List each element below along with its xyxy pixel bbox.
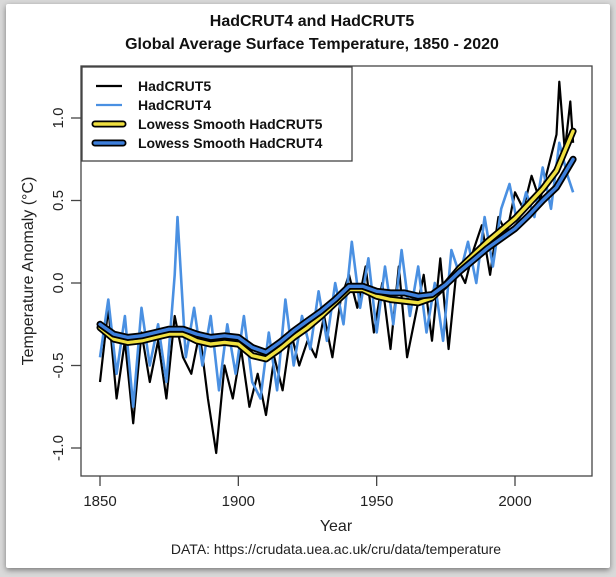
chart-subtitle: Global Average Surface Temperature, 1850… bbox=[125, 36, 499, 53]
hadcrut4-series-line bbox=[98, 141, 575, 409]
legend-label: Lowess Smooth HadCRUT4 bbox=[138, 135, 323, 151]
legend: HadCRUT5 HadCRUT4 Lowess Smooth HadCRUT5 Lo… bbox=[81, 66, 353, 162]
y-tick-label: 0.5 bbox=[50, 190, 67, 211]
legend-item: HadCRUT4 bbox=[96, 97, 211, 113]
y-tick-label: -1.0 bbox=[50, 435, 67, 461]
chart-title: HadCRUT4 and HadCRUT5 bbox=[210, 13, 415, 30]
lowess-hadcrut4-series bbox=[96, 155, 577, 356]
legend-label: HadCRUT4 bbox=[138, 97, 211, 113]
legend-item: HadCRUT5 bbox=[96, 78, 211, 94]
y-tick-label: 0.0 bbox=[50, 273, 67, 294]
lowess-hadcrut4-series-line bbox=[98, 157, 575, 354]
legend-label: HadCRUT5 bbox=[138, 78, 211, 94]
x-tick-label: 2000 bbox=[498, 493, 531, 510]
x-tick-label: 1900 bbox=[222, 493, 255, 510]
axes-layer: 1850 1900 1950 2000 -1.0 -0.5 0.0 0.5 1.0 bbox=[50, 108, 532, 510]
x-tick-label: 1950 bbox=[360, 493, 393, 510]
x-axis-label: Year bbox=[320, 518, 353, 535]
y-tick-label: 1.0 bbox=[50, 108, 67, 129]
x-tick-label: 1850 bbox=[83, 493, 116, 510]
legend-box bbox=[81, 66, 353, 162]
data-source-credit: DATA: https://crudata.uea.ac.uk/cru/data… bbox=[171, 541, 501, 557]
series-layer bbox=[96, 80, 577, 455]
legend-item: Lowess Smooth HadCRUT4 bbox=[91, 135, 323, 151]
y-axis-label: Temperature Anomaly (°C) bbox=[20, 177, 37, 366]
legend-item: Lowess Smooth HadCRUT5 bbox=[91, 116, 323, 132]
hadcrut4-series bbox=[98, 141, 575, 409]
legend-label: Lowess Smooth HadCRUT5 bbox=[138, 116, 323, 132]
y-tick-label: -0.5 bbox=[50, 353, 67, 379]
plot-frame bbox=[80, 65, 593, 477]
